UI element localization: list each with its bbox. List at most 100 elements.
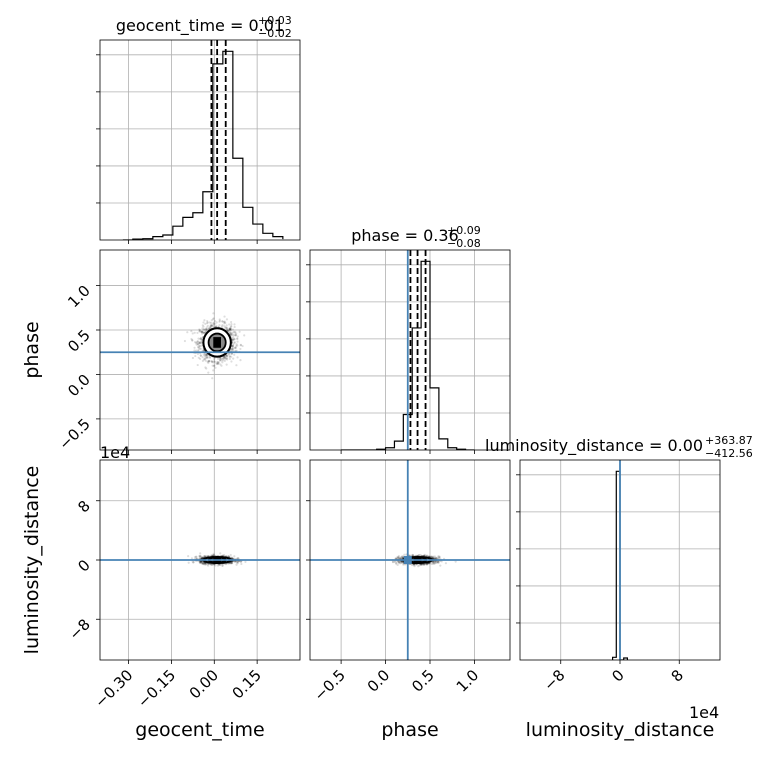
scatter-point [203,355,207,358]
scatter-point [236,344,239,347]
scatter-point [219,359,222,362]
scatter-point [199,560,202,563]
scatter-point [396,555,399,559]
scatter-point [230,556,233,559]
scatter-point [205,329,209,332]
scatter-point [434,556,437,559]
scatter-point [221,320,224,323]
scatter-point [199,555,202,558]
title-phase-minus: −0.08 [447,237,481,250]
scatter-point [202,349,205,352]
scatter-point [233,334,237,337]
scatter-point [193,346,196,349]
panel-frame [309,249,511,451]
title-luminosity-distance-minus: −412.56 [705,447,753,460]
scatter-point [222,359,225,362]
scatter-point [435,561,438,565]
scatter-point [224,321,227,325]
scatter-point [412,554,415,557]
scatter-point [419,563,422,566]
scatter-point [218,318,221,321]
scatter-point [219,552,222,555]
scatter-point [399,557,402,560]
scatter-point [208,360,211,363]
scatter-point [205,327,208,331]
scatter-point [199,552,202,555]
scatter-point [198,344,202,347]
scatter-point [402,563,405,566]
scatter-point [228,331,231,334]
scatter-point [239,359,242,362]
scatter-point [198,342,202,345]
scatter-point [200,562,203,565]
scatter-point [220,357,223,360]
scatter-point [231,347,234,350]
scatter-point [225,318,229,321]
scatter-point [225,363,228,366]
scatter-point [413,565,416,568]
scatter-point [206,563,209,566]
scatter-point [191,339,194,342]
scatter-point [231,348,234,351]
scatter-point [217,362,220,365]
scatter-point [196,352,200,355]
scatter-point [231,345,234,348]
scatter-point [227,353,230,356]
scatter-point [399,557,402,560]
title-phase: phase = 0.36 [351,226,458,245]
scatter-point [395,562,398,565]
scatter-point [223,356,226,359]
scatter-point [200,561,203,565]
panel-frame [99,249,301,451]
scatter-point [206,324,209,327]
scatter-point [200,557,204,560]
scatter-point [229,329,232,332]
scatter-point [205,322,209,325]
scatter-point [220,359,223,362]
scatter-point [200,556,204,559]
scatter-point [417,565,420,568]
scatter-point [205,356,209,359]
scatter-point [198,328,201,331]
scatter-point [226,328,229,332]
scatter-point [202,555,206,558]
scatter-point [209,324,212,327]
scatter-point [236,561,240,564]
scatter-point [439,564,442,567]
scatter-point [200,560,203,563]
scatter-point [199,357,202,360]
scatter-point [191,339,194,342]
scatter-point [204,329,207,332]
scatter-point [215,362,218,365]
scatter-point [199,560,203,564]
scatter-point [226,358,229,361]
scatter-point [201,331,204,334]
scatter-point [231,561,234,564]
tick-label-x: 1.0 [453,666,483,696]
scatter-point [436,560,439,563]
scatter-point [225,357,228,360]
scatter-point [217,563,220,566]
scatter-point [199,560,202,563]
scatter-point [205,327,208,331]
scatter-point [207,360,210,363]
tick-label-x: 0.0 [364,666,394,696]
scatter-point [419,553,422,557]
scatter-point [231,339,234,342]
scatter-point [195,341,199,344]
scatter-point [202,328,205,331]
scatter-point [203,563,206,566]
scatter-point [212,361,215,364]
scatter-point [425,563,429,566]
scatter-point [212,323,216,326]
scatter-point [418,553,421,557]
scatter-point [201,356,204,359]
scatter-point [239,560,242,563]
scatter-point [233,555,236,558]
scatter-point [400,561,403,564]
scatter-point [212,554,215,557]
scatter-point [203,555,206,558]
scatter-point [227,329,230,332]
scatter-point [207,564,210,567]
scatter-point [396,556,399,559]
